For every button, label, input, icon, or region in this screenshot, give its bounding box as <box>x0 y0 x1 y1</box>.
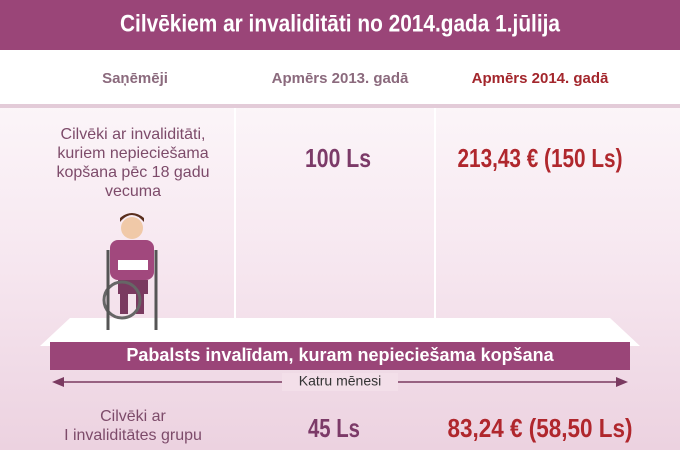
title: Cilvēkiem ar invaliditāti no 2014.gada 1… <box>120 10 561 37</box>
recipient-text: Cilvēki ar invaliditāti, kuriem nepiecieš… <box>56 126 209 200</box>
recipient-line: I invaliditātes grupu <box>64 427 202 444</box>
banner <box>50 342 630 370</box>
column-header: Saņēmēji <box>102 70 168 87</box>
column-header: Apmērs 2014. gadā <box>472 70 609 87</box>
amount-2013: 100 Ls <box>305 143 371 173</box>
amount-2014: 213,43 € (150 Ls) <box>458 143 623 173</box>
period: Katru mēnesi <box>299 373 381 389</box>
amount-2014: 83,24 € (58,50 Ls) <box>448 413 633 443</box>
header-row <box>0 50 680 104</box>
arrow-head <box>616 377 628 387</box>
header-shadow <box>0 104 680 108</box>
title-bar <box>0 0 680 50</box>
platform <box>40 318 640 346</box>
arrow-head <box>52 377 64 387</box>
recipient-line: Cilvēki ar <box>100 408 166 425</box>
recipient-line: kuriem nepieciešama <box>57 145 208 162</box>
column-header: Apmērs 2013. gadā <box>272 70 409 87</box>
period-bg <box>282 373 398 391</box>
banner-title: Pabalsts invalīdam, kuram nepieciešama k… <box>126 345 554 365</box>
recipient-line: vecuma <box>105 183 161 200</box>
recipient-line: Cilvēki ar invaliditāti, <box>61 126 206 143</box>
amount-2013: 45 Ls <box>308 413 360 443</box>
recipient-line: kopšana pēc 18 gadu <box>56 164 209 181</box>
recipient-text: Cilvēki ar I invaliditātes grupu <box>64 408 202 444</box>
person-icon <box>102 213 158 330</box>
